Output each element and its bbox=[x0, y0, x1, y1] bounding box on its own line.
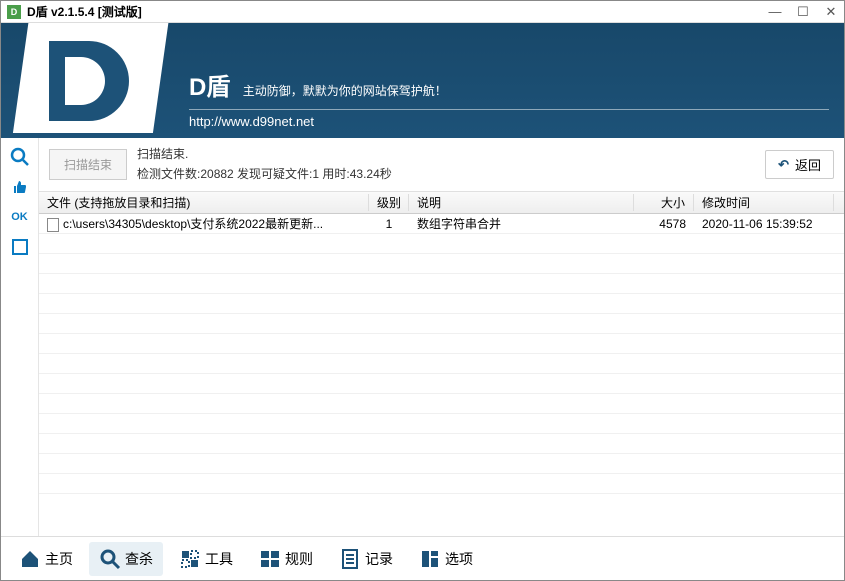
empty-row bbox=[39, 374, 844, 394]
window-title: D盾 v2.1.5.4 [测试版] bbox=[27, 3, 768, 20]
nav-home-label: 主页 bbox=[45, 549, 73, 569]
empty-row bbox=[39, 334, 844, 354]
sidebar-search-icon[interactable] bbox=[9, 146, 31, 168]
header-banner: D盾 主动防御，默默为你的网站保驾护航！ http://www.d99net.n… bbox=[1, 23, 844, 138]
empty-row bbox=[39, 354, 844, 374]
scan-toolbar: 扫描结束 扫描结束. 检测文件数:20882 发现可疑文件:1 用时:43.24… bbox=[39, 138, 844, 192]
nav-log[interactable]: 记录 bbox=[329, 542, 403, 576]
empty-row bbox=[39, 294, 844, 314]
empty-row bbox=[39, 254, 844, 274]
back-label: 返回 bbox=[795, 155, 821, 174]
maximize-button[interactable]: ☐ bbox=[796, 5, 810, 19]
scan-status: 扫描结束. 检测文件数:20882 发现可疑文件:1 用时:43.24秒 bbox=[137, 145, 755, 183]
brand-tagline: 主动防御，默默为你的网站保驾护航！ bbox=[243, 84, 447, 98]
sidebar-square-icon[interactable] bbox=[9, 236, 31, 258]
scan-status-line1: 扫描结束. bbox=[137, 145, 755, 164]
search-icon bbox=[99, 548, 121, 570]
table-row[interactable]: c:\users\34305\desktop\支付系统2022最新更新... 1… bbox=[39, 214, 844, 234]
nav-scan-label: 查杀 bbox=[125, 549, 153, 569]
td-level: 1 bbox=[369, 217, 409, 231]
empty-row bbox=[39, 414, 844, 434]
rules-icon bbox=[259, 548, 281, 570]
titlebar: D D盾 v2.1.5.4 [测试版] — ☐ ✕ bbox=[1, 1, 844, 23]
scan-status-line2: 检测文件数:20882 发现可疑文件:1 用时:43.24秒 bbox=[137, 165, 755, 184]
th-modified[interactable]: 修改时间 bbox=[694, 194, 834, 211]
sidebar: OK bbox=[1, 138, 39, 536]
close-button[interactable]: ✕ bbox=[824, 5, 838, 19]
empty-row bbox=[39, 274, 844, 294]
nav-scan[interactable]: 查杀 bbox=[89, 542, 163, 576]
sidebar-ok-icon[interactable]: OK bbox=[9, 206, 31, 228]
sidebar-like-icon[interactable] bbox=[9, 176, 31, 198]
content-area: 扫描结束 扫描结束. 检测文件数:20882 发现可疑文件:1 用时:43.24… bbox=[39, 138, 844, 536]
back-arrow-icon: ↶ bbox=[778, 157, 789, 173]
file-icon bbox=[47, 218, 59, 232]
log-icon bbox=[339, 548, 361, 570]
nav-log-label: 记录 bbox=[365, 549, 393, 569]
nav-rules[interactable]: 规则 bbox=[249, 542, 323, 576]
app-icon: D bbox=[7, 5, 21, 19]
tools-icon bbox=[179, 548, 201, 570]
empty-row bbox=[39, 234, 844, 254]
logo bbox=[1, 23, 181, 138]
td-file: c:\users\34305\desktop\支付系统2022最新更新... bbox=[39, 215, 369, 232]
nav-home[interactable]: 主页 bbox=[9, 542, 83, 576]
th-file[interactable]: 文件 (支持拖放目录和扫描) bbox=[39, 194, 369, 211]
brand-title: D盾 bbox=[189, 67, 230, 102]
empty-row bbox=[39, 314, 844, 334]
empty-row bbox=[39, 434, 844, 454]
empty-row bbox=[39, 474, 844, 494]
scan-button[interactable]: 扫描结束 bbox=[49, 149, 127, 180]
empty-row bbox=[39, 394, 844, 414]
nav-rules-label: 规则 bbox=[285, 549, 313, 569]
brand-url: http://www.d99net.net bbox=[189, 109, 829, 129]
back-button[interactable]: ↶ 返回 bbox=[765, 150, 834, 179]
options-icon bbox=[419, 548, 441, 570]
nav-tools[interactable]: 工具 bbox=[169, 542, 243, 576]
home-icon bbox=[19, 548, 41, 570]
nav-tools-label: 工具 bbox=[205, 549, 233, 569]
table-body: c:\users\34305\desktop\支付系统2022最新更新... 1… bbox=[39, 214, 844, 494]
th-description[interactable]: 说明 bbox=[409, 194, 634, 211]
bottom-nav: 主页 查杀 工具 规则 记录 选项 bbox=[1, 536, 844, 580]
nav-options[interactable]: 选项 bbox=[409, 542, 483, 576]
minimize-button[interactable]: — bbox=[768, 5, 782, 19]
td-size: 4578 bbox=[634, 217, 694, 231]
empty-row bbox=[39, 454, 844, 474]
results-table: 文件 (支持拖放目录和扫描) 级别 说明 大小 修改时间 c:\users\34… bbox=[39, 192, 844, 536]
th-size[interactable]: 大小 bbox=[634, 194, 694, 211]
td-modified: 2020-11-06 15:39:52 bbox=[694, 217, 834, 231]
brand-block: D盾 主动防御，默默为你的网站保驾护航！ bbox=[189, 67, 447, 102]
table-header: 文件 (支持拖放目录和扫描) 级别 说明 大小 修改时间 bbox=[39, 192, 844, 214]
nav-options-label: 选项 bbox=[445, 549, 473, 569]
td-description: 数组字符串合并 bbox=[409, 215, 634, 232]
th-level[interactable]: 级别 bbox=[369, 194, 409, 211]
